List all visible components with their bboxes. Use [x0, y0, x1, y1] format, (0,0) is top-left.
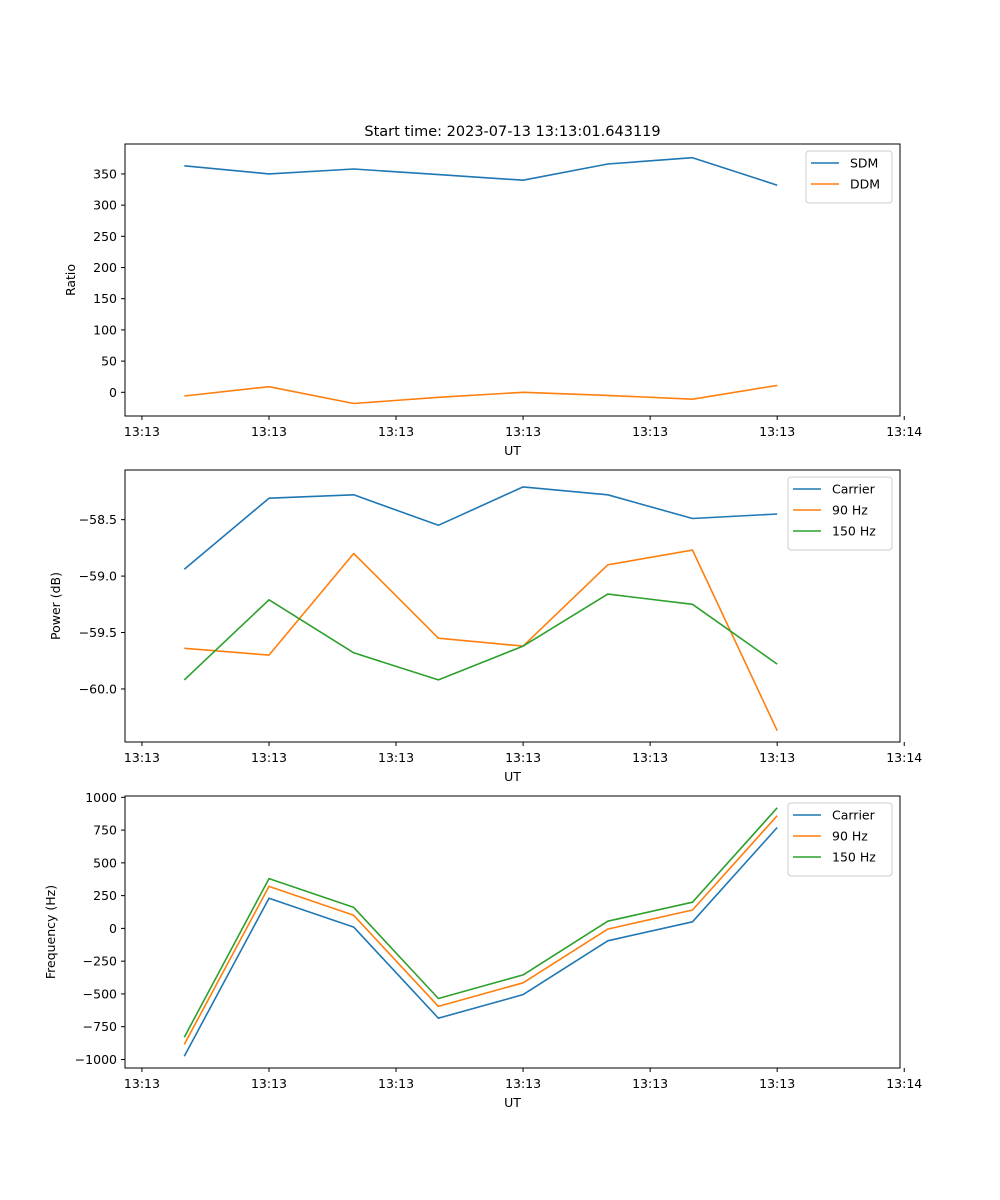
series-line-carrier — [183, 486, 778, 570]
series-line-150-hz — [183, 593, 778, 681]
y-tick-label: 300 — [93, 198, 117, 213]
y-tick-label: −1000 — [75, 1052, 117, 1067]
chart-panel-3: 13:13 13:13 13:13 13:13 13:13 13:13 13:14 −1000… — [43, 790, 922, 1110]
x-tick-label: 13:13 — [505, 1076, 541, 1091]
legend-label: 150 Hz — [832, 524, 876, 539]
series-line-90-hz — [183, 815, 778, 1045]
axes-frame — [124, 143, 901, 417]
x-tick-label: 13:13 — [632, 750, 668, 765]
x-tick-label: 13:13 — [124, 750, 160, 765]
y-tick-label: 250 — [93, 888, 117, 903]
x-tick-label: 13:14 — [886, 750, 922, 765]
y-tick-label: 500 — [93, 855, 117, 870]
x-axis-label: UT — [504, 443, 521, 458]
legend-label: DDM — [850, 177, 880, 192]
series-line-90-hz — [184, 549, 778, 732]
x-tick-label: 13:14 — [886, 424, 922, 439]
legend-label: 90 Hz — [832, 829, 868, 844]
y-axis-label: Ratio — [63, 264, 78, 296]
y-tick-label: 100 — [93, 322, 117, 337]
series-line-ddm — [184, 384, 778, 405]
x-tick-label: 13:13 — [378, 750, 414, 765]
y-tick-label: 1000 — [85, 790, 117, 805]
y-tick-label: 250 — [93, 229, 117, 244]
x-tick-label: 13:13 — [378, 424, 414, 439]
legend-box — [805, 150, 893, 204]
y-tick-label: 350 — [93, 166, 117, 181]
y-tick-label: −59.5 — [79, 625, 117, 640]
y-tick-label: 200 — [93, 260, 117, 275]
legend-label: 90 Hz — [832, 503, 868, 518]
axes-frame — [124, 795, 901, 1069]
chart-panel-2: 13:13 13:13 13:13 13:13 13:13 13:13 13:14 −60.0… — [48, 469, 922, 784]
x-tick-label: 13:13 — [632, 424, 668, 439]
x-tick-label: 13:13 — [759, 424, 795, 439]
legend: SDM DDM — [805, 150, 893, 204]
y-tick-label: 0 — [109, 921, 117, 936]
legend-label: SDM — [850, 156, 878, 171]
x-tick-label: 13:13 — [251, 1076, 287, 1091]
x-tick-label: 13:13 — [124, 424, 160, 439]
x-tick-label: 13:13 — [759, 1076, 795, 1091]
series-line-sdm — [184, 156, 778, 186]
legend: Carrier 90 Hz 150 Hz — [787, 802, 893, 877]
x-axis-label: UT — [504, 1095, 521, 1110]
y-tick-label: −500 — [83, 986, 117, 1001]
y-tick-label: 750 — [93, 823, 117, 838]
legend: Carrier 90 Hz 150 Hz — [787, 476, 893, 551]
x-tick-label: 13:13 — [378, 1076, 414, 1091]
y-tick-label: 50 — [101, 354, 117, 369]
y-tick-label: −58.5 — [79, 512, 117, 527]
figure-title: Start time: 2023-07-13 13:13:01.643119 — [364, 124, 660, 140]
x-tick-label: 13:13 — [251, 750, 287, 765]
series-line-150-hz — [183, 807, 778, 1038]
y-tick-label: −250 — [83, 954, 117, 969]
y-tick-label: −60.0 — [79, 681, 117, 696]
x-tick-label: 13:13 — [759, 750, 795, 765]
y-axis-label: Frequency (Hz) — [43, 885, 58, 979]
y-axis-label: Power (dB) — [48, 572, 63, 640]
series-line-carrier — [183, 826, 778, 1057]
chart-panel-1: 13:13 13:13 13:13 13:13 13:13 13:13 13:14 0 50 10… — [63, 143, 922, 458]
x-tick-label: 13:13 — [124, 1076, 160, 1091]
x-tick-label: 13:13 — [632, 1076, 668, 1091]
x-tick-label: 13:14 — [886, 1076, 922, 1091]
axes-frame — [124, 469, 901, 743]
y-tick-label: 0 — [109, 385, 117, 400]
y-tick-label: −59.0 — [79, 569, 117, 584]
legend-label: Carrier — [832, 808, 876, 823]
legend-label: Carrier — [832, 482, 876, 497]
x-tick-label: 13:13 — [251, 424, 287, 439]
x-tick-label: 13:13 — [505, 750, 541, 765]
legend-label: 150 Hz — [832, 850, 876, 865]
y-tick-label: −750 — [83, 1019, 117, 1034]
x-tick-label: 13:13 — [505, 424, 541, 439]
y-tick-label: 150 — [93, 291, 117, 306]
x-axis-label: UT — [504, 769, 521, 784]
